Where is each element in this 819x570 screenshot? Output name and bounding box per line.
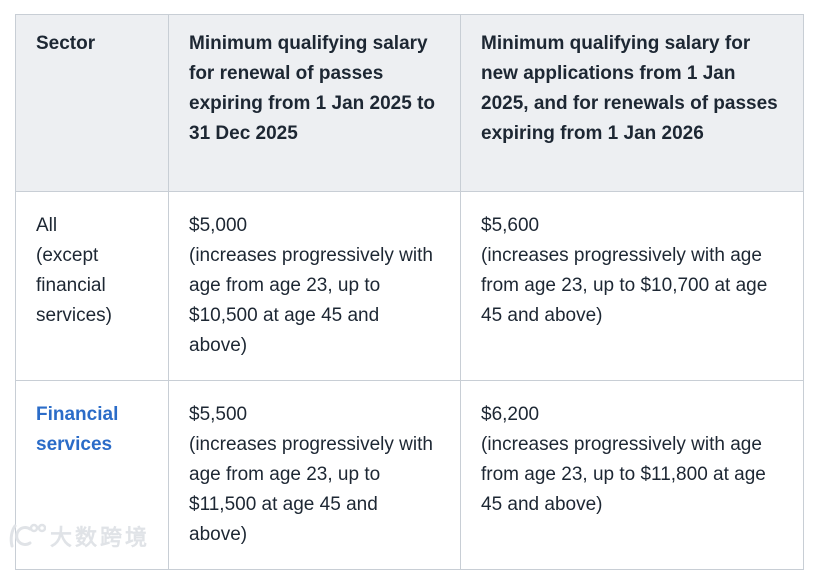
salary-note: (increases progressively with age from a…	[189, 245, 433, 356]
salary-amount: $5,500	[189, 404, 248, 425]
column-header-new-applications-2025: Minimum qualifying salary for new applic…	[460, 14, 804, 192]
sector-cell-financial-services: Financial services	[15, 380, 169, 570]
table-header-row: Sector Minimum qualifying salary for ren…	[15, 14, 804, 192]
salary-amount: $6,200	[481, 404, 540, 425]
financial-services-link[interactable]: Financial services	[36, 404, 119, 455]
salary-note: (increases progressively with age from a…	[481, 245, 768, 326]
table-row-financial-services: Financial services $5,500 (increases pro…	[15, 380, 804, 570]
renewal-salary-cell-financial: $5,500 (increases progressively with age…	[168, 380, 461, 570]
table-row-all-sectors: All (except financial services) $5,000 (…	[15, 191, 804, 381]
salary-amount: $5,000	[189, 215, 248, 236]
column-header-renewal-2025: Minimum qualifying salary for renewal of…	[168, 14, 461, 192]
renewal-salary-cell-all: $5,000 (increases progressively with age…	[168, 191, 461, 381]
sector-label-all: All (except financial services)	[36, 215, 113, 326]
salary-note: (increases progressively with age from a…	[189, 434, 433, 545]
salary-table-container: Sector Minimum qualifying salary for ren…	[15, 14, 804, 570]
salary-note: (increases progressively with age from a…	[481, 434, 766, 515]
sector-cell-all: All (except financial services)	[15, 191, 169, 381]
minimum-qualifying-salary-table: Sector Minimum qualifying salary for ren…	[15, 14, 804, 570]
new-application-salary-cell-financial: $6,200 (increases progressively with age…	[460, 380, 804, 570]
column-header-sector: Sector	[15, 14, 169, 192]
salary-amount: $5,600	[481, 215, 540, 236]
new-application-salary-cell-all: $5,600 (increases progressively with age…	[460, 191, 804, 381]
